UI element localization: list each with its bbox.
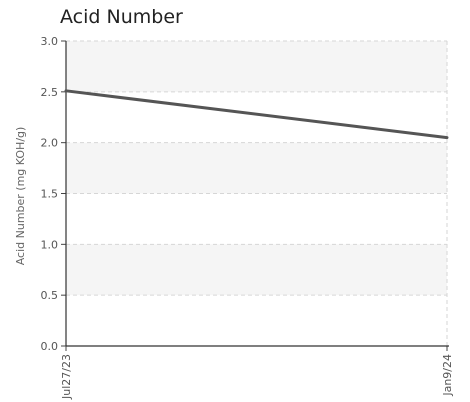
y-tick-label: 3.0 [41,35,59,48]
y-tick-label: 2.5 [41,86,59,99]
y-tick-label: 2.0 [41,137,59,150]
plot-band [66,142,447,194]
y-axis-label: Acid Number (mg KOH/g) [14,127,27,266]
series-lines [64,89,449,140]
y-tick-label: 1.5 [41,188,59,201]
y-tick-label: 1.0 [41,238,59,251]
tick-labels: 0.0 0.5 1.0 1.5 2.0 2.5 3.0 Jul27/23 Jan9/24 [41,35,455,400]
plot-band [66,244,447,296]
x-tick-label: Jan9/24 [441,354,454,397]
series-line [64,89,449,140]
y-tick-label: 0.0 [41,340,59,353]
y-tick-label: 0.5 [41,289,59,302]
x-tick-label: Jul27/23 [60,354,73,400]
plot-band [66,41,447,92]
chart-title: Acid Number [60,6,183,28]
plot-bands [66,41,447,296]
